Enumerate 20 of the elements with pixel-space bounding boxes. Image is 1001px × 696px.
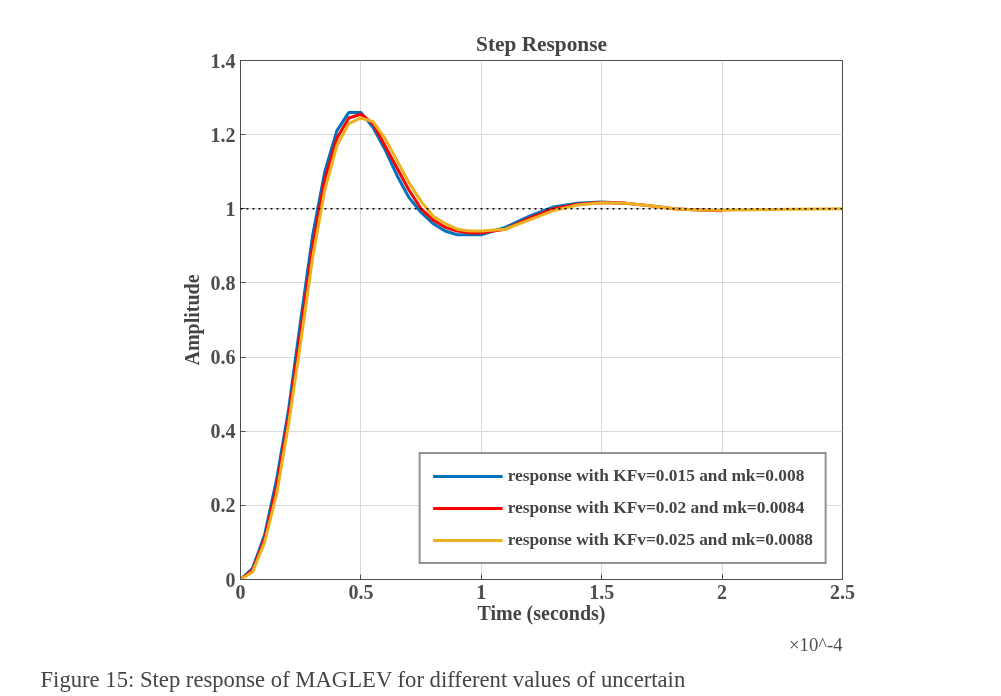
x-tick-label: 2.5 xyxy=(830,580,855,603)
x-tick-label: 1 xyxy=(476,580,487,603)
caption: Figure 15: Step response of MAGLEV for different values of uncertain xyxy=(40,666,686,692)
y-tick-label: 1.2 xyxy=(210,123,236,146)
y-tick-label: 0.2 xyxy=(210,494,236,517)
y-tick-label: 0.6 xyxy=(210,346,236,369)
y-tick-label: 0.8 xyxy=(210,271,236,294)
x-tick-label: 0.5 xyxy=(348,580,374,603)
y-tick-label: 1.4 xyxy=(210,49,236,72)
legend-label: response with KFv=0.025 and mk=0.0088 xyxy=(507,530,813,550)
y-axis-title: Amplitude xyxy=(180,274,204,366)
legend-label: response with KFv=0.015 and mk=0.008 xyxy=(507,466,805,486)
x-axis-title: Time (seconds) xyxy=(477,601,606,625)
text: ×10^-4 xyxy=(789,633,844,655)
legend-label: response with KFv=0.02 and mk=0.0084 xyxy=(507,498,805,518)
x-tick-label: 2 xyxy=(717,580,728,603)
chart-title: Step Response xyxy=(476,31,607,56)
y-tick-label: 1 xyxy=(225,197,236,220)
x-tick-label: 1.5 xyxy=(589,580,615,603)
y-tick-label: 0.4 xyxy=(210,420,236,443)
